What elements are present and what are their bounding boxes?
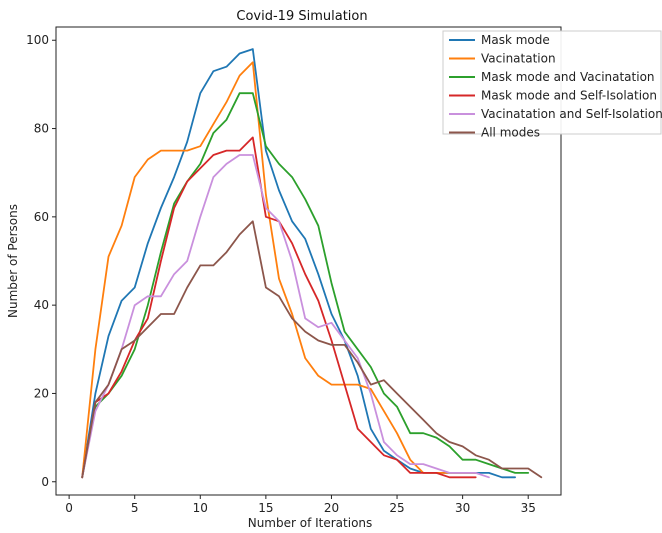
x-tick-label: 10	[193, 501, 208, 515]
x-tick-label: 5	[131, 501, 139, 515]
y-tick-label: 20	[34, 386, 49, 400]
series-line-2	[81, 61, 477, 479]
y-tick-label: 100	[26, 33, 49, 47]
legend-label: Vacinatation and Self-Isolation	[481, 107, 662, 121]
y-tick-label: 0	[41, 475, 49, 489]
x-tick-label: 30	[455, 501, 470, 515]
y-tick-label: 80	[34, 122, 49, 136]
x-tick-label: 0	[65, 501, 73, 515]
legend-frame	[442, 30, 662, 135]
legend: Mask mode Vacinatation Mask mode and Vacin…	[442, 30, 662, 140]
legend-label: Mask mode	[481, 33, 550, 47]
x-tick-label: 35	[521, 501, 536, 515]
y-axis-label: Number of Persons	[6, 204, 20, 318]
series-line-5	[81, 154, 490, 479]
legend-label: Mask mode and Self-Isolation	[481, 89, 657, 103]
legend-label: Vacinatation	[481, 52, 556, 66]
series-line-6	[81, 220, 543, 479]
x-tick-label: 20	[324, 501, 339, 515]
series-layer	[81, 48, 543, 479]
x-tick-label: 25	[389, 501, 404, 515]
chart-title: Covid-19 Simulation	[236, 9, 367, 24]
legend-label: Mask mode and Vacinatation	[481, 70, 655, 84]
legend-label: All modes	[481, 126, 540, 140]
x-axis: 0 5 10 15 20 25 30 35	[65, 495, 536, 515]
x-axis-label: Number of Iterations	[248, 516, 373, 530]
y-tick-label: 60	[34, 210, 49, 224]
y-tick-label: 40	[34, 298, 49, 312]
series-line-3	[81, 92, 530, 479]
y-axis: 0 20 40 60 80 100	[26, 33, 56, 489]
x-tick-label: 15	[258, 501, 273, 515]
